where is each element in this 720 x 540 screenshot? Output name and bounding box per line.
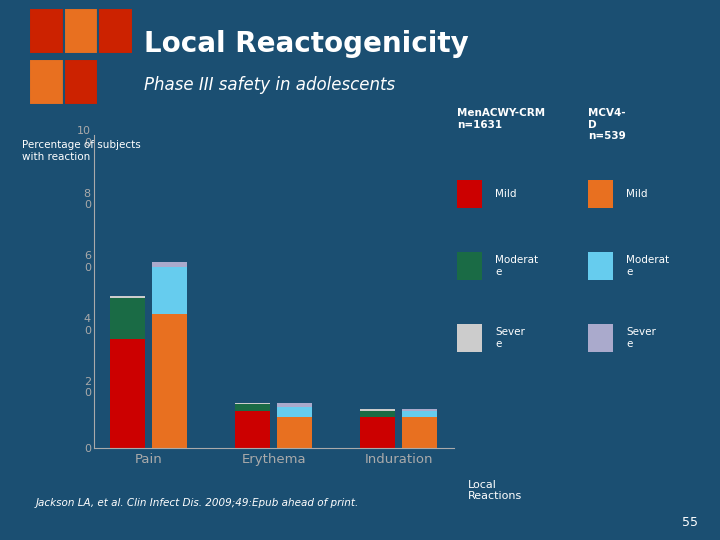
- Bar: [277, 403, 312, 408]
- Bar: [588, 180, 613, 208]
- Text: Phase III safety in adolescents: Phase III safety in adolescents: [144, 76, 395, 93]
- Text: Mild: Mild: [626, 189, 647, 199]
- Bar: [63, 8, 99, 54]
- Text: Sever
e: Sever e: [495, 327, 525, 349]
- Bar: [457, 252, 482, 280]
- Bar: [153, 267, 187, 314]
- Bar: [153, 262, 187, 267]
- Bar: [235, 403, 270, 404]
- Bar: [29, 59, 63, 105]
- Bar: [360, 410, 395, 417]
- Bar: [277, 417, 312, 448]
- Bar: [588, 252, 613, 280]
- Bar: [457, 324, 482, 352]
- Bar: [63, 59, 99, 105]
- Text: Local
Reactions: Local Reactions: [468, 480, 522, 501]
- Text: Mild: Mild: [495, 189, 516, 199]
- Text: Sever
e: Sever e: [626, 327, 656, 349]
- Text: Local Reactogenicity: Local Reactogenicity: [144, 30, 469, 58]
- Bar: [153, 314, 187, 448]
- Bar: [360, 409, 395, 410]
- Bar: [588, 324, 613, 352]
- Text: MenACWY-CRM
n=1631: MenACWY-CRM n=1631: [457, 108, 545, 130]
- Bar: [235, 410, 270, 448]
- Bar: [277, 408, 312, 417]
- Bar: [402, 410, 437, 417]
- Text: Jackson LA, et al. Clin Infect Dis. 2009;49:Epub ahead of print.: Jackson LA, et al. Clin Infect Dis. 2009…: [36, 497, 359, 508]
- Text: 55: 55: [683, 516, 698, 529]
- Bar: [402, 409, 437, 410]
- Bar: [360, 417, 395, 448]
- Bar: [402, 417, 437, 448]
- Text: Percentage of subjects
with reaction: Percentage of subjects with reaction: [22, 140, 140, 162]
- Bar: [29, 8, 63, 54]
- Text: Moderat
e: Moderat e: [626, 255, 669, 277]
- Bar: [110, 298, 145, 339]
- Text: MCV4-
D
n=539: MCV4- D n=539: [588, 108, 626, 141]
- Bar: [110, 296, 145, 298]
- Bar: [110, 339, 145, 448]
- Bar: [99, 8, 133, 54]
- Text: Moderat
e: Moderat e: [495, 255, 538, 277]
- Bar: [235, 404, 270, 410]
- Bar: [457, 180, 482, 208]
